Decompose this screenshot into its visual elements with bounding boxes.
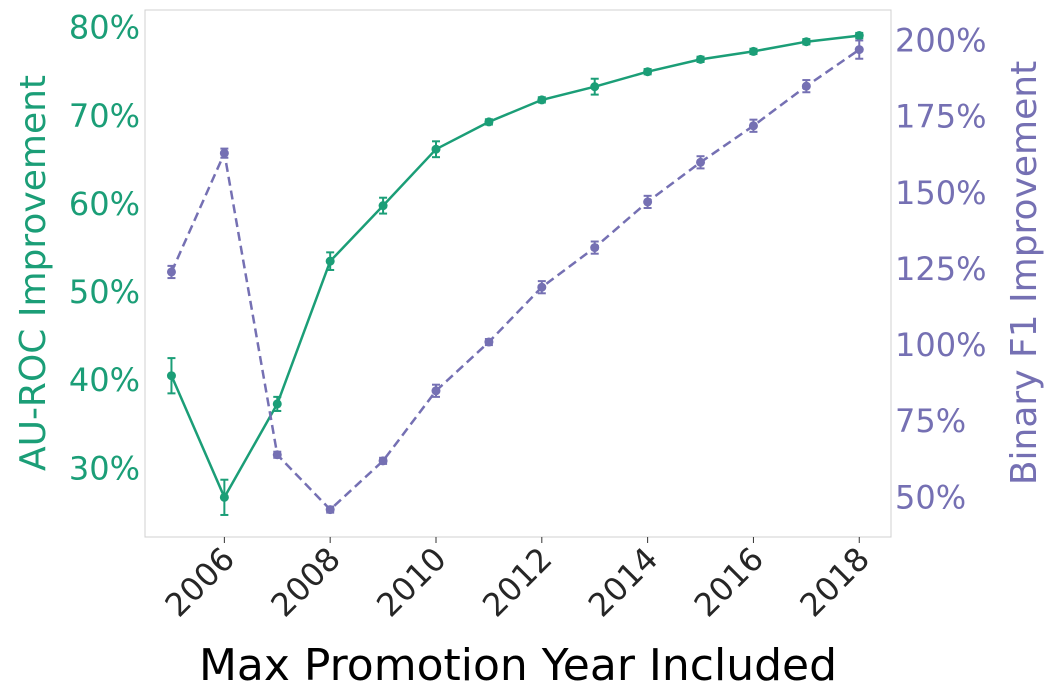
right-y-tick-label: 75% xyxy=(895,402,966,440)
data-point xyxy=(748,46,758,56)
right-y-tick-label: 175% xyxy=(895,98,986,136)
data-point xyxy=(537,95,547,105)
right-y-tick-label: 150% xyxy=(895,174,986,212)
x-tick-label: 2016 xyxy=(687,540,771,624)
data-point xyxy=(643,197,653,207)
data-point xyxy=(537,282,547,292)
x-tick-label: 2010 xyxy=(369,540,453,624)
data-point xyxy=(325,256,335,266)
plot-area-frame xyxy=(144,9,892,538)
right-y-tick-label: 50% xyxy=(895,478,966,516)
data-point xyxy=(801,81,811,91)
data-point xyxy=(854,31,864,41)
x-tick-label: 2008 xyxy=(263,540,347,624)
left-y-tick-label: 80% xyxy=(69,9,140,47)
series-right xyxy=(166,39,864,515)
data-point xyxy=(431,144,441,154)
x-axis-label: Max Promotion Year Included xyxy=(199,640,837,686)
left-y-tick-label: 70% xyxy=(69,97,140,135)
left-y-tick-label: 40% xyxy=(69,361,140,399)
data-point xyxy=(219,148,229,158)
data-point xyxy=(484,337,494,347)
data-point xyxy=(590,243,600,253)
data-point xyxy=(378,201,388,211)
data-point xyxy=(643,67,653,77)
data-point xyxy=(272,399,282,409)
right-y-tick-label: 125% xyxy=(895,250,986,288)
data-point xyxy=(325,505,335,515)
data-point xyxy=(801,37,811,47)
data-point xyxy=(854,45,864,55)
data-point xyxy=(748,121,758,131)
x-tick-label: 2014 xyxy=(581,540,665,624)
x-tick-label: 2012 xyxy=(475,540,559,624)
series-line-right xyxy=(170,48,861,512)
data-point xyxy=(166,267,176,277)
left-y-axis-label: AU-ROC Improvement xyxy=(13,75,54,471)
data-point xyxy=(219,492,229,502)
data-point xyxy=(696,54,706,64)
right-y-tick-label: 100% xyxy=(895,326,986,364)
right-y-tick-label: 200% xyxy=(895,21,986,59)
x-tick-label: 2018 xyxy=(792,540,876,624)
data-point xyxy=(166,371,176,381)
data-point xyxy=(696,157,706,167)
series-line-left xyxy=(170,34,860,501)
x-axis-ticks: 2006 2008 2010 2012 2014 2016 2018 xyxy=(158,537,877,624)
x-tick-label: 2006 xyxy=(158,540,242,624)
series-layer xyxy=(166,31,864,516)
right-y-axis-ticks: 50% 75% 100% 125% 150% 175% 200% xyxy=(895,21,986,516)
data-point xyxy=(378,456,388,466)
data-point xyxy=(590,82,600,92)
data-point xyxy=(431,386,441,396)
left-y-axis-ticks: 30% 40% 50% 60% 70% 80% xyxy=(69,9,140,488)
left-y-tick-label: 30% xyxy=(69,449,140,487)
right-y-axis-label: Binary F1 Improvement xyxy=(1004,61,1045,485)
data-point xyxy=(272,450,282,460)
left-y-tick-label: 60% xyxy=(69,185,140,223)
data-point xyxy=(484,117,494,127)
series-left xyxy=(166,31,864,516)
left-y-tick-label: 50% xyxy=(69,273,140,311)
